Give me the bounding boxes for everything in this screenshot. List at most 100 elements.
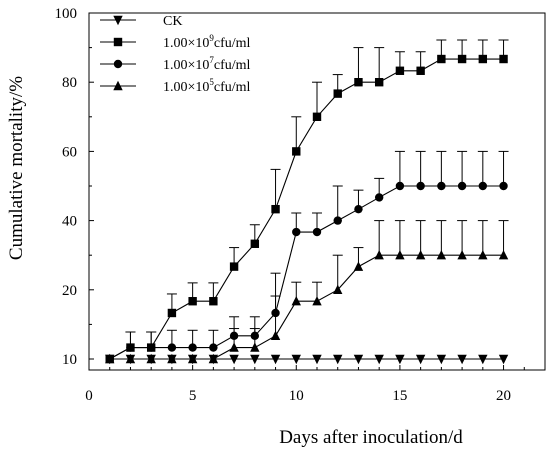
data-point	[437, 181, 446, 191]
data-point	[436, 354, 447, 365]
series-4	[105, 220, 509, 364]
legend-label: 1.00×107cfu/ml	[163, 55, 251, 73]
data-point	[395, 181, 405, 191]
data-point	[271, 204, 280, 214]
data-point	[167, 343, 177, 352]
x-axis: 0 5 10 15 20	[85, 365, 546, 404]
legend-marker	[113, 37, 123, 47]
data-point	[478, 250, 488, 260]
data-point	[292, 147, 301, 156]
data-point	[499, 181, 508, 191]
y-axis-title: Cumulative mortality/%	[6, 76, 27, 260]
data-point	[125, 353, 136, 364]
y-tick-label: 80	[62, 75, 77, 91]
legend-marker	[113, 59, 123, 69]
y-tick-label: 40	[62, 214, 77, 230]
data-point	[498, 354, 509, 365]
data-point	[457, 54, 467, 64]
y-axis: 10 20 40 60 80 100	[55, 6, 94, 368]
series-layer	[105, 39, 509, 365]
data-point	[312, 227, 322, 237]
x-tick-label: 20	[496, 388, 511, 404]
data-point	[292, 227, 301, 237]
data-point	[333, 284, 343, 294]
data-point	[270, 330, 281, 341]
legend-entry-4: 1.00×105cfu/ml	[100, 77, 251, 95]
data-point	[374, 354, 384, 365]
legend-marker	[113, 15, 123, 26]
legend-entry-1: CK	[100, 14, 182, 29]
series-3	[105, 150, 509, 364]
data-point	[415, 250, 426, 260]
data-point	[498, 250, 509, 260]
y-tick-label: 60	[62, 144, 77, 160]
data-point	[353, 354, 364, 365]
data-point	[270, 354, 281, 365]
data-point	[416, 66, 425, 75]
data-point	[395, 66, 405, 75]
data-point	[478, 54, 488, 64]
legend-entry-3: 1.00×107cfu/ml	[100, 55, 251, 73]
data-point	[209, 343, 218, 352]
data-point	[105, 353, 115, 364]
data-point	[457, 250, 467, 260]
data-point	[457, 181, 467, 191]
y-tick-label: 100	[55, 6, 78, 22]
legend-label: CK	[163, 14, 182, 29]
data-point	[250, 342, 260, 352]
data-point	[126, 343, 135, 352]
legend-marker	[113, 80, 123, 91]
data-point	[208, 353, 219, 364]
data-point	[250, 354, 260, 365]
legend: CK 1.00×109cfu/ml 1.00×107cfu/ml 1.00×105cf…	[100, 14, 251, 95]
data-point	[415, 354, 426, 365]
data-point	[229, 342, 239, 352]
data-point	[374, 78, 384, 87]
data-point	[229, 354, 239, 365]
data-point	[478, 354, 488, 365]
data-point	[167, 353, 177, 364]
legend-label: 1.00×105cfu/ml	[163, 77, 251, 95]
data-point	[188, 343, 197, 352]
series-line	[109, 185, 504, 360]
x-tick-label: 15	[392, 388, 407, 404]
x-tick-label: 0	[85, 388, 93, 404]
data-point	[146, 353, 156, 364]
data-point	[374, 193, 384, 202]
x-axis-title: Days after inoculation/d	[279, 427, 463, 448]
data-point	[167, 308, 177, 318]
data-point	[457, 354, 467, 365]
data-point	[312, 112, 322, 121]
data-point	[188, 297, 197, 306]
data-point	[291, 354, 301, 365]
data-point	[187, 353, 198, 364]
data-point	[499, 54, 508, 64]
data-point	[354, 78, 363, 87]
data-point	[209, 297, 218, 306]
data-point	[374, 250, 384, 260]
data-point	[416, 181, 425, 191]
data-point	[437, 54, 446, 64]
data-point	[333, 354, 343, 365]
data-point	[436, 250, 447, 260]
x-tick-label: 5	[189, 388, 197, 404]
data-point	[395, 250, 405, 260]
data-point	[291, 296, 301, 306]
data-point	[353, 261, 364, 271]
legend-label: 1.00×109cfu/ml	[163, 33, 251, 51]
data-point	[354, 204, 363, 214]
plot-area	[88, 12, 546, 371]
data-point	[478, 181, 488, 191]
data-point	[333, 216, 342, 225]
legend-entry-2: 1.00×109cfu/ml	[100, 33, 251, 51]
plot-frame	[88, 12, 546, 371]
data-point	[333, 89, 342, 98]
x-tick-label: 10	[289, 388, 304, 404]
data-point	[250, 239, 260, 248]
data-point	[146, 343, 156, 352]
series-line	[109, 254, 504, 360]
data-point	[312, 296, 322, 306]
y-tick-label: 20	[62, 283, 77, 299]
y-tick-label: 10	[62, 352, 77, 368]
